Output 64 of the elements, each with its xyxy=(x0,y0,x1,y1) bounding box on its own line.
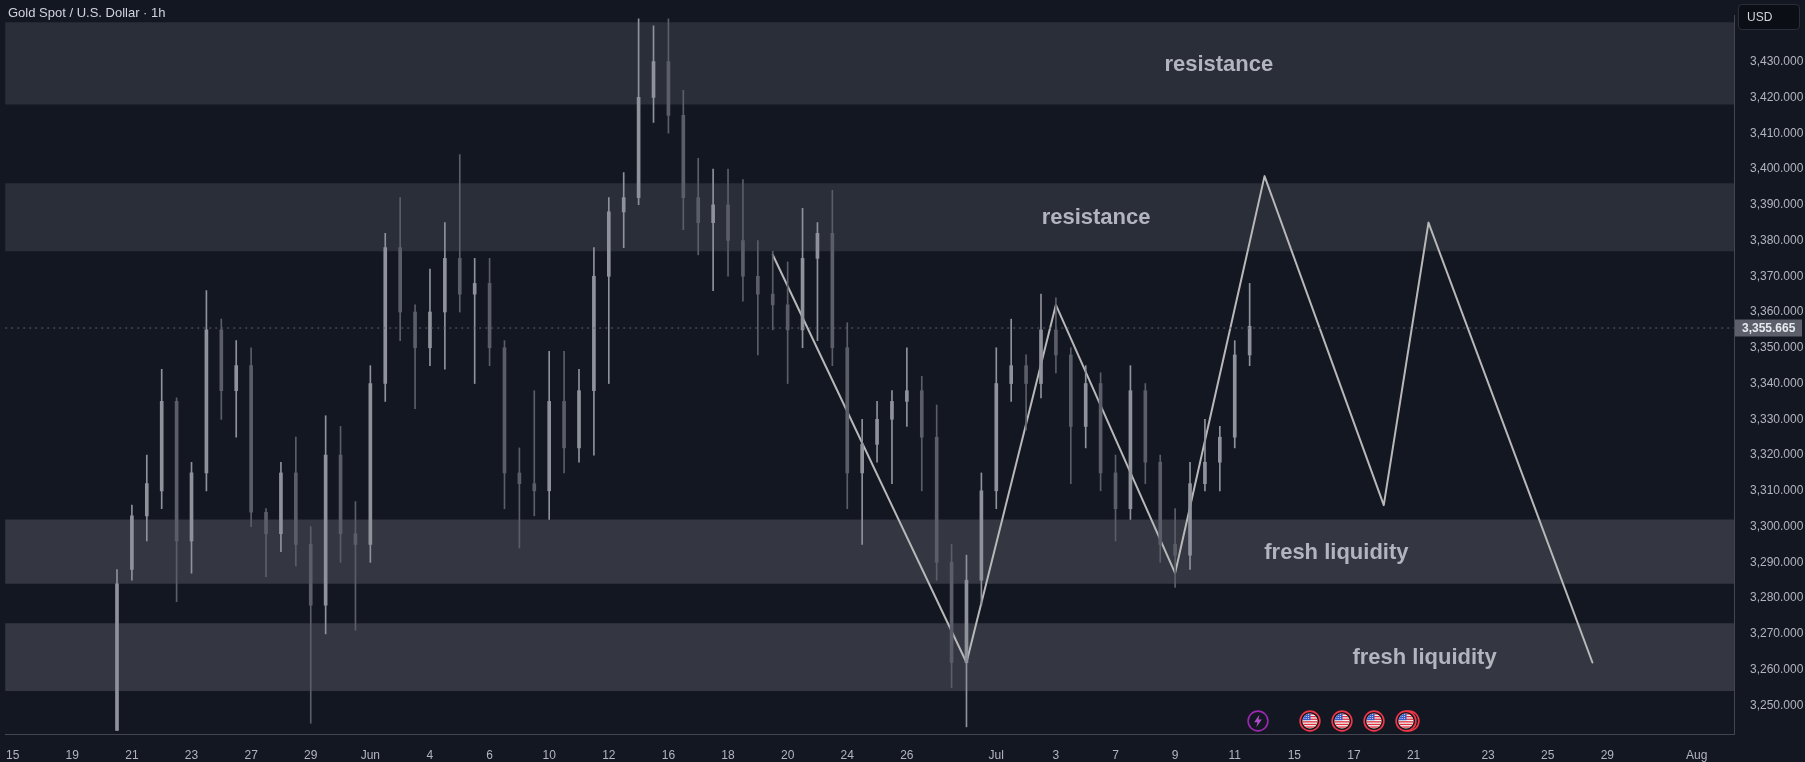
candlestick xyxy=(472,258,477,384)
x-tick-label: 10 xyxy=(542,747,557,762)
x-tick-label: 18 xyxy=(721,747,736,762)
x-tick-label: 21 xyxy=(1406,747,1421,762)
candlestick xyxy=(1173,508,1177,588)
y-tick-label: 3,320.000 xyxy=(1750,447,1804,462)
x-tick-label: 29 xyxy=(1600,747,1615,762)
x-tick-label: 15 xyxy=(5,747,20,762)
y-tick-label: 3,290.000 xyxy=(1750,554,1804,569)
ref-line-label: 3,355.665 xyxy=(1742,320,1796,335)
band-label: fresh liquidity xyxy=(1352,644,1498,670)
y-tick-label: 3,390.000 xyxy=(1750,197,1804,212)
y-tick-label: 3,420.000 xyxy=(1750,89,1804,104)
y-tick-label: 3,370.000 xyxy=(1750,268,1804,283)
y-tick-label: 3,350.000 xyxy=(1750,340,1804,355)
y-tick-label: 3,260.000 xyxy=(1750,661,1804,676)
candlestick xyxy=(532,390,537,517)
x-tick-label: 23 xyxy=(184,747,199,762)
candlestick xyxy=(860,418,864,545)
chart-title: Gold Spot / U.S. Dollar · 1h xyxy=(8,5,166,20)
x-tick-label: 27 xyxy=(244,747,259,762)
x-tick-label: 7 xyxy=(1112,747,1120,762)
x-tick-label: Jun xyxy=(360,747,381,762)
y-tick-label: 3,280.000 xyxy=(1750,590,1804,605)
y-tick-label: 3,250.000 xyxy=(1750,697,1804,712)
x-tick-label: 19 xyxy=(65,747,80,762)
x-tick-label: 9 xyxy=(1171,747,1179,762)
x-tick-label: 16 xyxy=(661,747,676,762)
x-tick-label: 12 xyxy=(602,747,616,762)
x-tick-label: 3 xyxy=(1052,747,1060,762)
candlestick xyxy=(457,154,462,313)
x-tick-label: 17 xyxy=(1347,747,1361,762)
x-tick-label: Aug xyxy=(1686,747,1708,762)
candlestick xyxy=(890,390,894,484)
x-tick-label: 6 xyxy=(486,747,494,762)
y-tick-label: 3,340.000 xyxy=(1750,375,1804,390)
x-tick-label: 20 xyxy=(780,747,795,762)
y-tick-label: 3,430.000 xyxy=(1750,54,1804,68)
y-tick-label: 3,300.000 xyxy=(1750,518,1804,533)
y-tick-label: 3,410.000 xyxy=(1750,125,1804,140)
candlestick xyxy=(1009,318,1014,402)
x-tick-label: 29 xyxy=(304,747,318,762)
candlestick xyxy=(621,172,626,248)
x-tick-label: 26 xyxy=(900,747,914,762)
band-label: fresh liquidity xyxy=(1264,538,1410,564)
x-tick-label: Jul xyxy=(988,747,1004,762)
candlestick xyxy=(711,168,715,291)
band-label: resistance xyxy=(1041,204,1151,230)
y-tick-label: 3,330.000 xyxy=(1750,411,1804,426)
y-tick-label: 3,310.000 xyxy=(1750,483,1804,498)
y-tick-label: 3,270.000 xyxy=(1750,626,1804,641)
x-tick-label: 23 xyxy=(1481,747,1496,762)
x-tick-label: 25 xyxy=(1541,747,1555,762)
y-tick-label: 3,380.000 xyxy=(1750,232,1804,247)
candlestick xyxy=(905,347,909,427)
y-tick-label: 3,360.000 xyxy=(1750,304,1804,319)
x-tick-label: 4 xyxy=(426,747,434,762)
band-label: resistance xyxy=(1164,50,1274,76)
y-tick-label: 3,400.000 xyxy=(1750,161,1804,176)
x-tick-label: 24 xyxy=(840,747,855,762)
x-tick-label: 11 xyxy=(1228,747,1242,762)
x-tick-label: 15 xyxy=(1287,747,1302,762)
y-axis-title: USD xyxy=(1747,10,1773,24)
x-tick-label: 21 xyxy=(125,747,139,762)
